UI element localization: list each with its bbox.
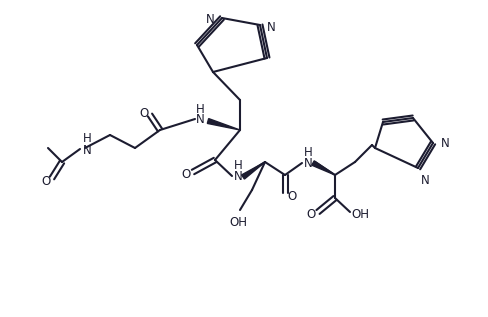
Text: O: O [139,107,148,120]
Text: N: N [195,113,204,126]
Text: N: N [206,12,215,25]
Text: O: O [287,190,296,203]
Text: H: H [303,146,312,158]
Text: N: N [266,21,275,34]
Text: O: O [306,209,315,222]
Text: O: O [181,167,190,180]
Text: N: N [420,173,429,186]
Polygon shape [241,162,264,179]
Text: OH: OH [228,216,246,229]
Text: N: N [82,144,91,157]
Text: N: N [440,137,449,150]
Text: N: N [303,157,312,170]
Text: H: H [233,158,242,171]
Text: OH: OH [350,209,368,222]
Text: O: O [41,174,51,187]
Polygon shape [207,119,240,130]
Text: H: H [82,132,91,145]
Polygon shape [311,161,334,175]
Text: N: N [233,170,242,183]
Text: H: H [195,102,204,115]
